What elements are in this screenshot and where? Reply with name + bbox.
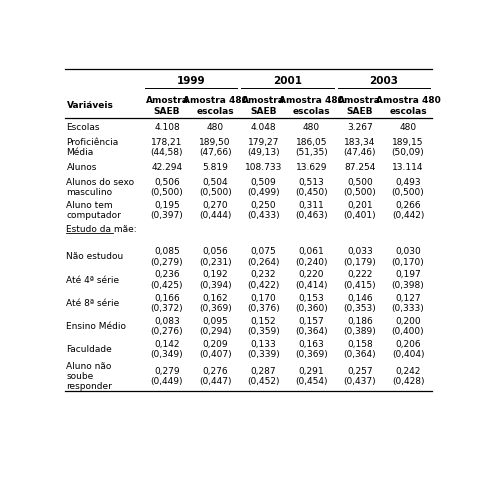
Text: 0,266
(0,442): 0,266 (0,442) xyxy=(391,200,423,220)
Text: Ensino Médio: Ensino Médio xyxy=(66,322,126,330)
Text: 0,206
(0,404): 0,206 (0,404) xyxy=(391,339,423,359)
Text: 178,21
(44,58): 178,21 (44,58) xyxy=(150,138,183,157)
Text: 0,142
(0,349): 0,142 (0,349) xyxy=(150,339,183,359)
Text: Amostra
SAEB: Amostra SAEB xyxy=(145,96,188,115)
Text: Aluno tem
computador: Aluno tem computador xyxy=(66,200,121,220)
Text: 0,287
(0,452): 0,287 (0,452) xyxy=(247,366,279,385)
Text: 5.819: 5.819 xyxy=(202,163,228,172)
Text: Alunos: Alunos xyxy=(66,163,96,172)
Text: 0,127
(0,333): 0,127 (0,333) xyxy=(391,293,423,313)
Text: 0,152
(0,359): 0,152 (0,359) xyxy=(247,316,279,336)
Text: 0,157
(0,364): 0,157 (0,364) xyxy=(295,316,327,336)
Text: 0,095
(0,294): 0,095 (0,294) xyxy=(199,316,231,336)
Text: 0,197
(0,398): 0,197 (0,398) xyxy=(391,270,423,289)
Text: 0,056
(0,231): 0,056 (0,231) xyxy=(198,247,231,266)
Text: 0,276
(0,447): 0,276 (0,447) xyxy=(199,366,231,385)
Text: 0,250
(0,433): 0,250 (0,433) xyxy=(247,200,279,220)
Text: 0,133
(0,339): 0,133 (0,339) xyxy=(247,339,279,359)
Text: 0,509
(0,499): 0,509 (0,499) xyxy=(247,177,279,197)
Text: 2003: 2003 xyxy=(369,76,397,86)
Text: 0,222
(0,415): 0,222 (0,415) xyxy=(343,270,375,289)
Text: 183,34
(47,46): 183,34 (47,46) xyxy=(343,138,375,157)
Text: 189,50
(47,66): 189,50 (47,66) xyxy=(198,138,231,157)
Text: 0,170
(0,376): 0,170 (0,376) xyxy=(247,293,279,313)
Text: 0,195
(0,397): 0,195 (0,397) xyxy=(150,200,183,220)
Text: Amostra 480
escolas: Amostra 480 escolas xyxy=(375,96,440,115)
Text: 87.254: 87.254 xyxy=(343,163,375,172)
Text: 0,158
(0,364): 0,158 (0,364) xyxy=(343,339,375,359)
Text: 0,291
(0,454): 0,291 (0,454) xyxy=(295,366,327,385)
Text: Proficiência
Média: Proficiência Média xyxy=(66,138,119,157)
Text: Amostra 480
escolas: Amostra 480 escolas xyxy=(182,96,247,115)
Text: Alunos do sexo
masculino: Alunos do sexo masculino xyxy=(66,177,134,197)
Text: 4.048: 4.048 xyxy=(250,123,276,132)
Text: Amostra 480
escolas: Amostra 480 escolas xyxy=(279,96,343,115)
Text: 0,236
(0,425): 0,236 (0,425) xyxy=(150,270,183,289)
Text: 13.629: 13.629 xyxy=(295,163,327,172)
Text: 0,083
(0,276): 0,083 (0,276) xyxy=(150,316,183,336)
Text: 0,209
(0,407): 0,209 (0,407) xyxy=(198,339,231,359)
Text: 0,220
(0,414): 0,220 (0,414) xyxy=(295,270,327,289)
Text: 0,506
(0,500): 0,506 (0,500) xyxy=(150,177,183,197)
Text: 0,200
(0,400): 0,200 (0,400) xyxy=(391,316,423,336)
Text: 1999: 1999 xyxy=(177,76,205,86)
Text: 0,500
(0,500): 0,500 (0,500) xyxy=(343,177,375,197)
Text: 0,192
(0,394): 0,192 (0,394) xyxy=(198,270,231,289)
Text: 4.108: 4.108 xyxy=(154,123,180,132)
Text: 3.267: 3.267 xyxy=(346,123,372,132)
Text: 13.114: 13.114 xyxy=(392,163,423,172)
Text: 0,504
(0,500): 0,504 (0,500) xyxy=(198,177,231,197)
Text: Faculdade: Faculdade xyxy=(66,345,112,354)
Text: 480: 480 xyxy=(302,123,320,132)
Text: Não estudou: Não estudou xyxy=(66,252,123,261)
Text: 108.733: 108.733 xyxy=(244,163,281,172)
Text: 0,493
(0,500): 0,493 (0,500) xyxy=(391,177,423,197)
Text: 2001: 2001 xyxy=(273,76,301,86)
Text: 0,242
(0,428): 0,242 (0,428) xyxy=(391,366,423,385)
Text: 0,166
(0,372): 0,166 (0,372) xyxy=(150,293,183,313)
Text: Amostra
SAEB: Amostra SAEB xyxy=(241,96,284,115)
Text: 0,162
(0,369): 0,162 (0,369) xyxy=(198,293,231,313)
Text: 0,153
(0,360): 0,153 (0,360) xyxy=(295,293,327,313)
Text: 0,279
(0,449): 0,279 (0,449) xyxy=(150,366,183,385)
Text: 0,232
(0,422): 0,232 (0,422) xyxy=(247,270,279,289)
Text: 0,146
(0,353): 0,146 (0,353) xyxy=(343,293,375,313)
Text: 0,311
(0,463): 0,311 (0,463) xyxy=(295,200,327,220)
Text: 0,201
(0,401): 0,201 (0,401) xyxy=(343,200,375,220)
Text: Escolas: Escolas xyxy=(66,123,100,132)
Text: 186,05
(51,35): 186,05 (51,35) xyxy=(295,138,327,157)
Text: Até 4ª série: Até 4ª série xyxy=(66,275,120,284)
Text: 0,085
(0,279): 0,085 (0,279) xyxy=(150,247,183,266)
Text: Estudo da mãe:: Estudo da mãe: xyxy=(66,224,137,233)
Text: 480: 480 xyxy=(206,123,223,132)
Text: 0,075
(0,264): 0,075 (0,264) xyxy=(247,247,279,266)
Text: Aluno não
soube
responder: Aluno não soube responder xyxy=(66,361,112,391)
Text: Até 8ª série: Até 8ª série xyxy=(66,298,120,307)
Text: 0,061
(0,240): 0,061 (0,240) xyxy=(295,247,327,266)
Text: 0,186
(0,389): 0,186 (0,389) xyxy=(343,316,375,336)
Text: 0,257
(0,437): 0,257 (0,437) xyxy=(343,366,375,385)
Text: 0,030
(0,170): 0,030 (0,170) xyxy=(391,247,423,266)
Text: 0,513
(0,450): 0,513 (0,450) xyxy=(295,177,327,197)
Text: Amostra
SAEB: Amostra SAEB xyxy=(338,96,381,115)
Text: 42.294: 42.294 xyxy=(151,163,182,172)
Text: Variáveis: Variáveis xyxy=(66,101,113,110)
Text: 0,270
(0,444): 0,270 (0,444) xyxy=(199,200,231,220)
Text: 179,27
(49,13): 179,27 (49,13) xyxy=(247,138,279,157)
Text: 480: 480 xyxy=(399,123,416,132)
Text: 0,163
(0,369): 0,163 (0,369) xyxy=(295,339,327,359)
Text: 0,033
(0,179): 0,033 (0,179) xyxy=(343,247,375,266)
Text: 189,15
(50,09): 189,15 (50,09) xyxy=(391,138,423,157)
